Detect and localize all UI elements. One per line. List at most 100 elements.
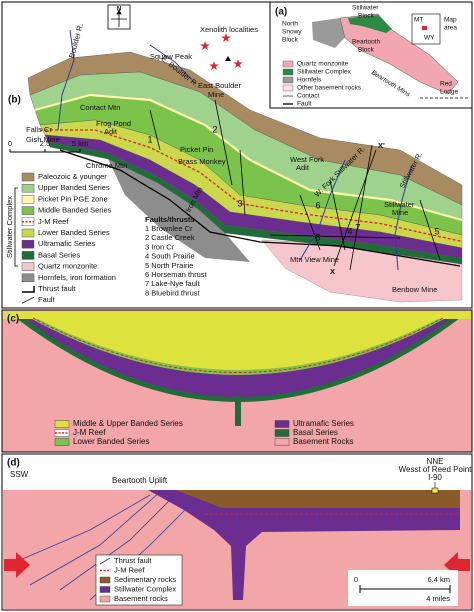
legend-label: Sedimentary rocks [114, 575, 176, 584]
legend-label: Quartz monzonite [38, 262, 97, 271]
legend-group-label: Stillwater Complex [5, 196, 14, 258]
legend-label: Lower Banded Series [73, 437, 150, 446]
legend-label: J-M Reef [114, 565, 145, 574]
inset-label: Beartooth [352, 39, 381, 46]
thrust-fault [59, 494, 176, 591]
place-label: Stillwater [384, 200, 415, 209]
fault-line [239, 149, 246, 216]
legend-label: Fault [38, 295, 56, 304]
place-label: Contact Mtn [80, 103, 120, 112]
fault-number: 6 [315, 200, 320, 210]
scale-label: 0 [354, 575, 358, 584]
legend-swatch [21, 195, 35, 204]
picket-pin-zone [34, 93, 463, 222]
legend-swatch [21, 262, 35, 271]
fault-line [269, 234, 401, 239]
legend-label: Ultramafic Series [293, 419, 354, 428]
scale-label: 0 [8, 139, 12, 148]
inset-label: North [282, 21, 298, 28]
fault-line [149, 109, 161, 151]
river [394, 164, 413, 271]
legend-swatch [21, 251, 35, 260]
fault-number: 5 [434, 226, 439, 236]
fault-item: 4 South Prairie [145, 252, 195, 261]
peak-marker [225, 56, 231, 61]
fault-number: 7 [355, 222, 360, 232]
legend-label: Other basement rocks [297, 85, 362, 92]
inset-label: Lodge [440, 89, 458, 96]
legend-box [95, 554, 183, 606]
fault-item: 8 Bluebird thrust [145, 288, 201, 297]
panel-label: (c) [7, 314, 19, 325]
legend-swatch [21, 228, 35, 238]
scale-bar [9, 149, 81, 153]
fault-line [349, 144, 373, 271]
place-label: East Boulder [198, 81, 241, 90]
section-label: I-90 [428, 473, 442, 482]
legend-swatch [21, 206, 35, 215]
north-label: N [117, 7, 121, 13]
place-label: Falls Cr [26, 125, 52, 134]
xenolith-star [209, 61, 219, 71]
river [57, 29, 75, 131]
legend-label: Fault [297, 101, 312, 108]
section-label: SSW [10, 470, 29, 479]
thrust-fault [29, 491, 161, 586]
legend-label: Quartz monzonite [297, 61, 349, 68]
place-label: X [330, 267, 335, 276]
place-label: Gish Mine [26, 135, 60, 144]
faults-title: Faults/thrusts [145, 215, 195, 224]
inset-label: Block [358, 13, 375, 20]
legend-label: Hornfels, iron formation [38, 273, 116, 282]
fault-item: 6 Horseman thrust [145, 270, 208, 279]
fault-number: 3 [237, 198, 242, 208]
thrust-fault [19, 494, 151, 561]
legend-swatch [21, 273, 35, 283]
place-label: Chrome Mtn [86, 161, 127, 170]
legend-label: Middle Banded Series [38, 206, 112, 215]
legend-label: Basal Series [38, 250, 80, 259]
legend-swatch [274, 429, 290, 437]
river [149, 44, 197, 85]
sedimentary-rocks [175, 490, 460, 508]
legend-label: Hornfels [297, 77, 322, 84]
legend-swatch [282, 76, 294, 84]
place-label: Frog Pond [96, 119, 131, 128]
place-label: Mine [208, 90, 224, 99]
legend-swatch [21, 296, 35, 304]
fault-item: 1 Brownlee Cr [145, 224, 193, 233]
legend-swatch [99, 586, 111, 593]
panel-b: N0 2.5 5 km(b)Boulder R.E. Boulder R.Xenol… [5, 4, 463, 304]
legend-label: Thrust fault [38, 284, 76, 293]
section-label: NNE [427, 457, 444, 466]
fault-line [419, 199, 441, 261]
legend-label: Lower Banded Series [38, 228, 110, 237]
legend-label: Upper Banded Series [38, 183, 110, 192]
legend-label: Stillwater Complex [114, 584, 176, 593]
legend-label: Ultramafic Series [38, 239, 95, 248]
scale-label: 4 miles [426, 594, 450, 603]
legend-swatch [22, 286, 35, 293]
section-line [333, 149, 377, 267]
legend-label: Middle & Upper Banded Series [73, 419, 183, 428]
map-unit [47, 141, 463, 265]
place-label: West Fork [290, 155, 324, 164]
fault-number: 1 [147, 134, 152, 144]
section-label: Wesst of Reed Point [399, 465, 473, 474]
top-layer [3, 311, 471, 319]
fault-line [299, 194, 321, 251]
legend-swatch [282, 68, 294, 76]
legend-swatch [21, 239, 35, 249]
north-snowy-block [312, 18, 348, 48]
map-area-marker [422, 26, 427, 30]
inset-label: WY [424, 35, 435, 42]
place-label: Mtn View Mine [290, 255, 339, 264]
stillwater-complex [148, 490, 460, 600]
place-label: Xenolith localities [200, 25, 258, 34]
middle-upper-banded-series [36, 318, 440, 370]
place-label: X' [378, 141, 385, 150]
compression-arrow [4, 552, 30, 578]
inset-label: Map [444, 17, 457, 24]
